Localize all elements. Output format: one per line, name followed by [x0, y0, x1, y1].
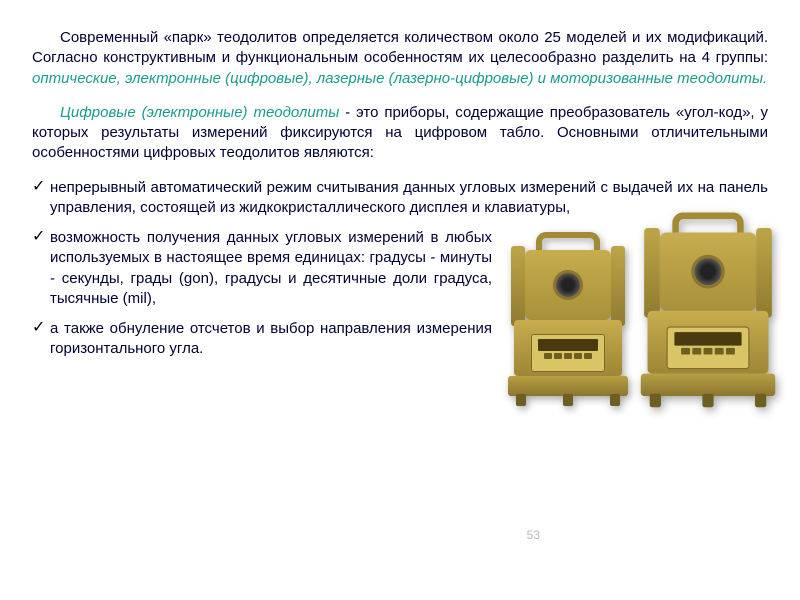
page-number: 53: [527, 528, 540, 542]
theodolite-device-left: [508, 232, 628, 396]
bullet-2-text: возможность получения данных угловых изм…: [50, 229, 492, 307]
intro-groups: оптические, электронные (цифровые), лазе…: [32, 70, 767, 87]
bullet-3-text: а также обнуление отсчетов и выбор напра…: [50, 320, 492, 357]
bullet-1-text: непрерывный автоматический режим считыва…: [50, 179, 768, 216]
theodolite-device-right: [641, 212, 775, 396]
paragraph-intro: Современный «парк» теодолитов определяет…: [32, 28, 768, 89]
content-row: возможность получения данных угловых изм…: [32, 228, 768, 396]
bullet-2: возможность получения данных угловых изм…: [32, 228, 492, 309]
left-column: возможность получения данных угловых изм…: [32, 228, 492, 370]
bullet-3: а также обнуление отсчетов и выбор напра…: [32, 319, 492, 360]
intro-text: Современный «парк» теодолитов определяет…: [32, 29, 768, 66]
theodolite-images: [508, 228, 768, 396]
paragraph-digital: Цифровые (электронные) теодолиты - это п…: [32, 103, 768, 164]
digital-term: Цифровые (электронные) теодолиты: [60, 104, 339, 121]
